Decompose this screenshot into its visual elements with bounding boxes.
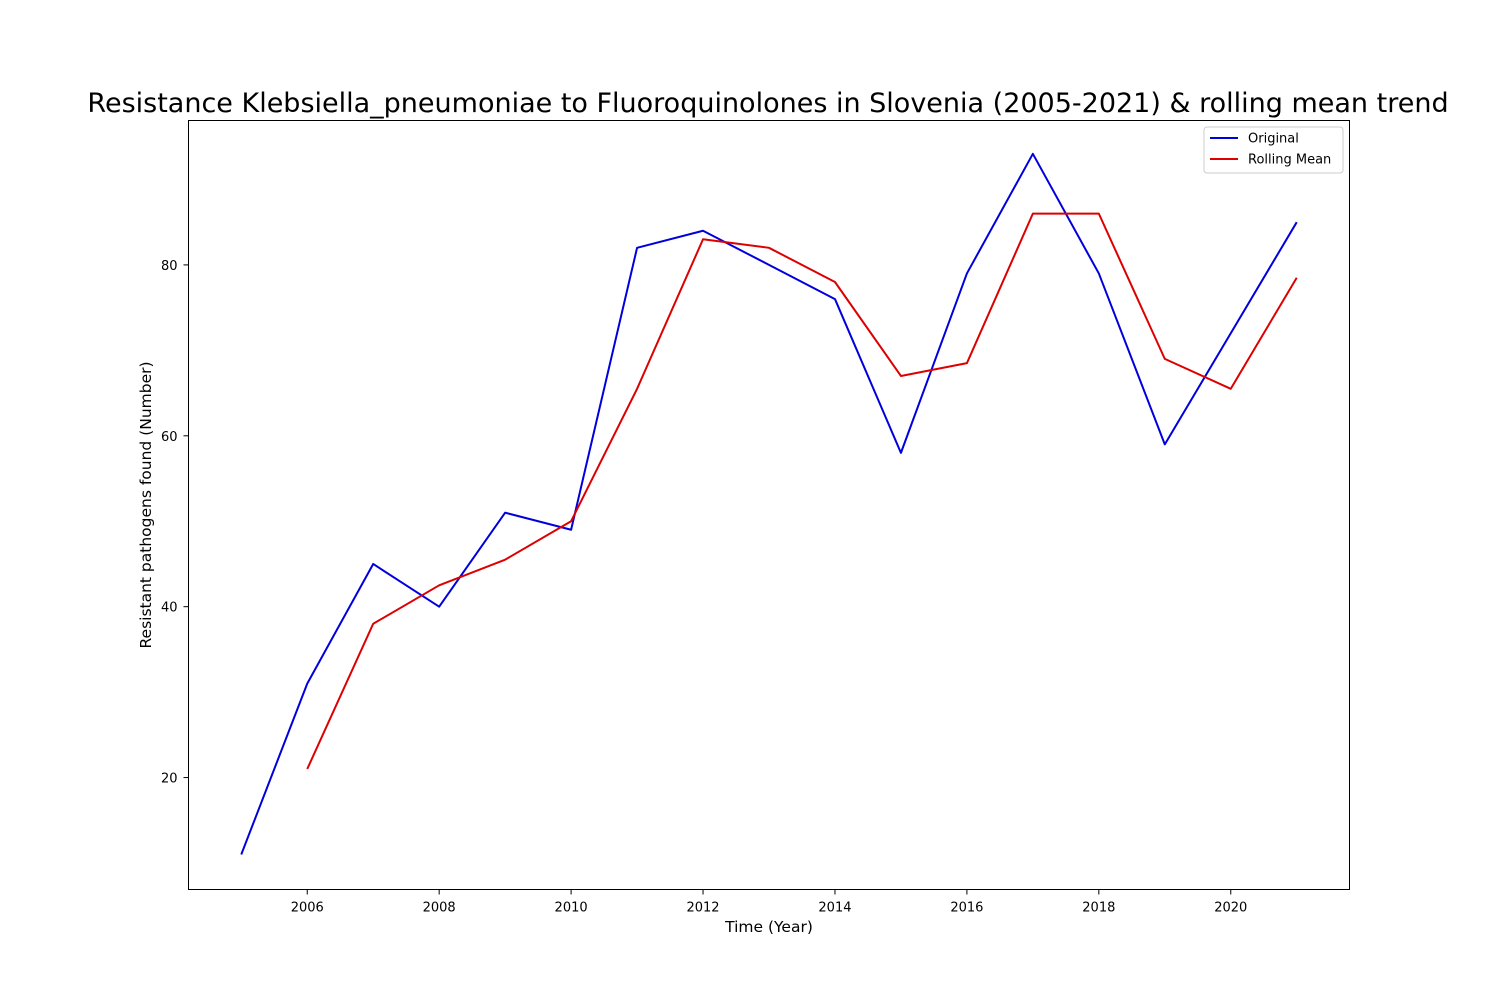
- y-tick-label: 60: [161, 430, 178, 445]
- x-axis-label: Time (Year): [724, 918, 813, 936]
- series-lines: [240, 152, 1298, 855]
- x-tick-label: 2012: [686, 901, 719, 916]
- plot-area-frame: [188, 120, 1350, 890]
- legend: Original Rolling Mean: [1203, 126, 1344, 174]
- x-tick-label: 2018: [1082, 901, 1115, 916]
- y-axis-label: Resistant pathogens found (Number): [137, 361, 155, 648]
- y-tick-label: 20: [161, 772, 178, 787]
- legend-label-0: Original: [1248, 132, 1299, 147]
- x-tick-label: 2006: [291, 901, 324, 916]
- legend-label-1: Rolling Mean: [1248, 153, 1331, 168]
- y-axis: 20 40 60 80: [161, 259, 189, 787]
- y-tick-label: 80: [161, 259, 178, 274]
- x-tick-label: 2008: [423, 901, 456, 916]
- series-line-1: [306, 212, 1298, 770]
- x-tick-label: 2020: [1214, 901, 1247, 916]
- legend-box: [1203, 126, 1344, 174]
- x-tick-label: 2010: [555, 901, 588, 916]
- x-axis: 2006 2008 2010 2012 2014 2016 2018 2020: [291, 889, 1247, 916]
- series-line-0: [240, 152, 1298, 855]
- chart-title: Resistance Klebsiella_pneumoniae to Fluo…: [87, 88, 1448, 119]
- y-tick-label: 40: [161, 601, 178, 616]
- x-tick-label: 2014: [818, 901, 851, 916]
- x-tick-label: 2016: [950, 901, 983, 916]
